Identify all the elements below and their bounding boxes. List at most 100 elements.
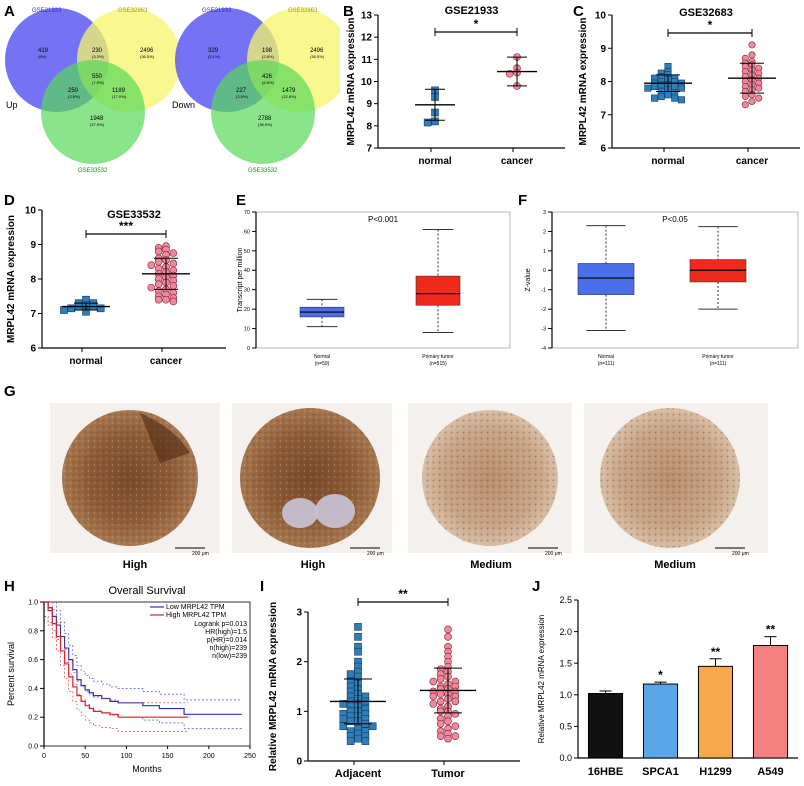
y-tick-label: -2 xyxy=(541,307,546,313)
data-point xyxy=(748,41,756,49)
x-tick-label: Normal xyxy=(314,354,330,360)
chart-c-gse32683: 6 7 8 9 10 MRPL42 mRNA expression GSE32683 norm… xyxy=(578,7,800,167)
y-tick-label: 10 xyxy=(244,326,250,332)
venn-region-pct: (36.5%) xyxy=(140,54,155,59)
data-point xyxy=(651,82,659,90)
chart-d-gse33532: 6 7 8 9 10 MRPL42 mRNA expression GSE33532 norm… xyxy=(6,206,226,367)
x-tick-label: 50 xyxy=(81,753,89,760)
venn-region-count: 2496 xyxy=(140,48,154,54)
data-point xyxy=(361,737,370,745)
ihc-label: Medium xyxy=(470,559,512,571)
venn-region-pct: (6.6%) xyxy=(262,80,274,85)
data-point xyxy=(169,259,178,268)
significance-label: ** xyxy=(398,587,408,601)
panel-letter-i: I xyxy=(260,578,265,595)
ihc-image-2: 200 μm xyxy=(232,403,392,557)
ihc-panel: 200 μm 200 μm 200 μm 200 μm xyxy=(50,403,768,557)
stats-text: n(high)=239 xyxy=(209,645,247,652)
data-point xyxy=(354,633,362,641)
venn-region-count: 426 xyxy=(262,74,273,80)
ihc-scale-label: 200 μm xyxy=(732,551,749,557)
chart-b-gse21933: 7 8 9 10 11 12 13 MRPL42 mRNA expression GSE2193… xyxy=(346,5,565,167)
data-point xyxy=(436,697,445,706)
legend-label: High MRPL42 TPM xyxy=(166,612,226,619)
panel-letter-h: H xyxy=(4,578,15,595)
x-tick-label: SPCA1 xyxy=(642,766,679,778)
ihc-label: Medium xyxy=(654,559,696,571)
venn-region-pct: (2.8%) xyxy=(262,54,274,59)
venn-region-count: 1189 xyxy=(112,88,126,94)
y-tick-label: 2.0 xyxy=(559,627,572,637)
y-axis-title: Relative MRPL42 mRNA expression xyxy=(537,615,546,744)
significance-label: * xyxy=(708,18,713,32)
y-tick-label: 1 xyxy=(296,707,302,718)
y-tick-label: 7 xyxy=(30,309,36,320)
venn-region-pct: (7.9%) xyxy=(92,80,104,85)
y-tick-label: 0.5 xyxy=(559,722,572,732)
y-tick-label: 50 xyxy=(244,249,250,255)
data-point xyxy=(436,675,445,683)
y-tick-label: 0.0 xyxy=(28,743,38,750)
data-point xyxy=(354,734,362,743)
data-point xyxy=(60,306,68,314)
chart-j-cell-bar: 0.0 0.5 1.0 1.5 2.0 2.5 Relative MRPL42 mRNA e… xyxy=(537,595,798,778)
data-point xyxy=(96,304,105,313)
box xyxy=(415,275,461,306)
y-axis-title: MRPL42 mRNA expression xyxy=(6,215,17,343)
x-tick-label: A549 xyxy=(757,766,783,778)
x-tick-sublabel: (n=59) xyxy=(315,361,330,367)
data-point xyxy=(354,647,362,656)
data-point xyxy=(664,91,672,99)
venn-region-count: 250 xyxy=(68,88,79,94)
venn-set-label: GSE33532 xyxy=(248,168,278,174)
x-tick-sublabel: (n=111) xyxy=(598,361,615,367)
venn-down: GSE21933 GSE32863 GSE33532 329 (5.1%) 19… xyxy=(172,8,340,174)
data-point xyxy=(154,247,163,256)
stats-text: HR(high)=1.5 xyxy=(205,629,247,636)
survival-curve xyxy=(44,601,242,715)
venn-region-pct: (17.0%) xyxy=(112,94,127,99)
survival-curve xyxy=(44,601,189,718)
venn-set-label: GSE33532 xyxy=(78,168,108,174)
y-tick-label: 0.4 xyxy=(28,686,38,693)
data-point xyxy=(169,297,178,306)
x-tick-label: Primary tumor xyxy=(422,354,454,360)
y-tick-label: 1.0 xyxy=(28,599,38,606)
ihc-image-4: 200 μm xyxy=(584,403,768,557)
y-tick-label: 2.5 xyxy=(559,595,572,605)
chart-title: P<0.05 xyxy=(662,215,688,224)
data-point xyxy=(429,677,438,686)
chart-f-zvalue-boxplot: -4-3-2-10123Z-valueP<0.05Normal(n=111)Pr… xyxy=(525,210,799,367)
x-tick-label: Primary tumor xyxy=(702,354,734,360)
x-tick-label: cancer xyxy=(150,356,182,367)
y-axis-title: Percent survival xyxy=(6,642,16,706)
y-tick-label: 3 xyxy=(543,210,546,216)
venn-region-pct: (5.1%) xyxy=(208,54,220,59)
venn-set-label: GSE32863 xyxy=(118,8,148,14)
x-tick-label: 0 xyxy=(42,753,46,760)
venn-region-count: 329 xyxy=(208,48,219,54)
y-tick-label: 0.6 xyxy=(28,657,38,664)
data-point xyxy=(162,295,170,304)
significance-label: * xyxy=(474,17,479,31)
venn-circle-gse33532 xyxy=(41,60,145,164)
panel-letter-g: G xyxy=(4,383,16,400)
y-tick-label: 6 xyxy=(600,144,606,155)
y-tick-label: -1 xyxy=(541,288,546,294)
y-tick-label: 2 xyxy=(296,657,302,668)
x-tick-sublabel: (n=515) xyxy=(429,361,447,367)
data-point xyxy=(657,92,665,100)
y-tick-label: 1 xyxy=(543,249,546,255)
data-point xyxy=(444,717,452,726)
data-point xyxy=(147,261,156,269)
y-tick-label: -3 xyxy=(541,326,546,332)
chart-e-tpm-boxplot: 0 10 20 30 40 50 60 70 Transcript per million P<0… xyxy=(237,210,511,367)
x-tick-label: Normal xyxy=(598,354,614,360)
venn-circle-gse33532 xyxy=(211,60,315,164)
bar xyxy=(587,693,624,759)
venn-region-pct: (8%) xyxy=(38,54,47,59)
x-tick-label: Tumor xyxy=(431,768,465,780)
chart-title: P<0.001 xyxy=(368,215,399,224)
data-point xyxy=(444,633,452,641)
y-tick-label: 10 xyxy=(361,77,373,88)
